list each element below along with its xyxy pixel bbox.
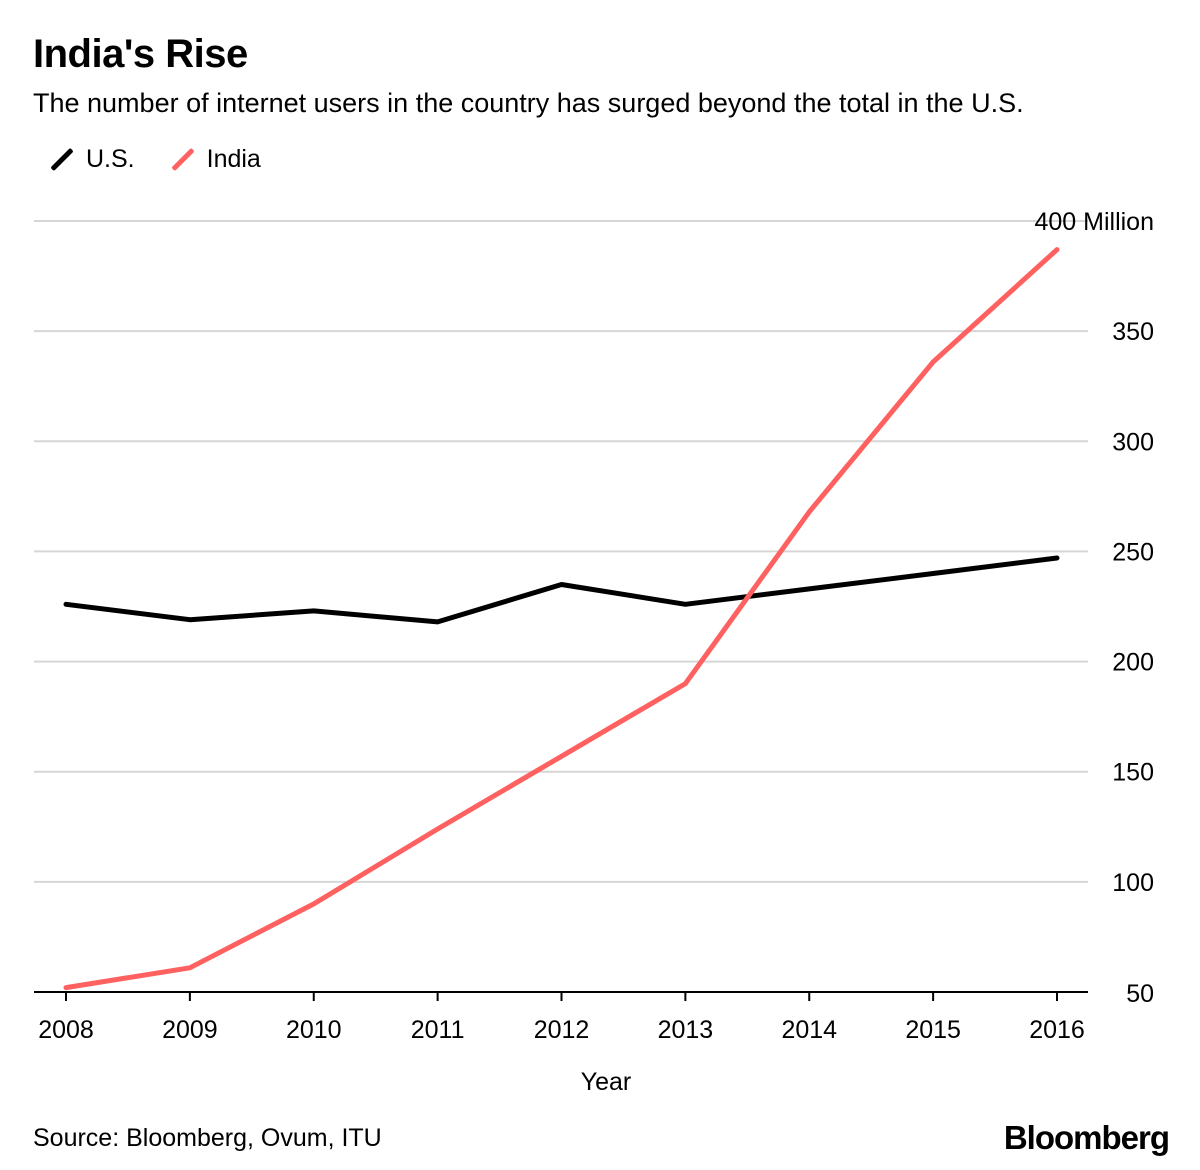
x-tick-label: 2008	[38, 1016, 94, 1044]
series-line-india	[63, 247, 1060, 991]
tick-labels: 50 100 150 200 250 300 350 400 Million 2008 2009 2…	[38, 208, 1154, 1096]
bloomberg-logo: Bloomberg	[1003, 1119, 1170, 1156]
x-tick-label: 2010	[286, 1016, 342, 1044]
x-tick-label: 2012	[534, 1016, 590, 1044]
legend-item-india: India	[169, 145, 261, 174]
y-tick-label: 100	[1112, 869, 1154, 897]
legend-label-india: India	[206, 145, 261, 173]
x-tick-label: 2013	[658, 1016, 714, 1044]
legend-label-us: U.S.	[86, 145, 135, 173]
gridlines	[34, 220, 1088, 883]
x-tick-label: 2015	[905, 1016, 961, 1044]
source-note: Source: Bloomberg, Ovum, ITU	[33, 1124, 382, 1152]
x-tick-label: 2016	[1029, 1016, 1085, 1044]
chart-legend: U.S. India	[48, 145, 295, 174]
y-tick-label: 300	[1112, 428, 1154, 456]
y-tick-label: 350	[1112, 318, 1154, 346]
y-tick-label: 150	[1112, 759, 1154, 787]
x-axis	[34, 991, 1088, 1001]
chart-subtitle: The number of internet users in the coun…	[33, 88, 1024, 118]
series-lines	[63, 247, 1060, 991]
y-tick-label: 200	[1112, 649, 1154, 677]
y-tick-label: 250	[1112, 538, 1154, 566]
series-line-us	[63, 555, 1060, 625]
x-tick-label: 2014	[781, 1016, 837, 1044]
legend-item-us: U.S.	[48, 145, 135, 174]
y-tick-label: 400 Million	[1034, 208, 1154, 236]
x-axis-title: Year	[581, 1068, 632, 1096]
x-tick-label: 2009	[162, 1016, 218, 1044]
x-tick-label: 2011	[411, 1016, 465, 1044]
y-tick-label: 50	[1126, 980, 1154, 1008]
chart-title: India's Rise	[33, 32, 248, 76]
